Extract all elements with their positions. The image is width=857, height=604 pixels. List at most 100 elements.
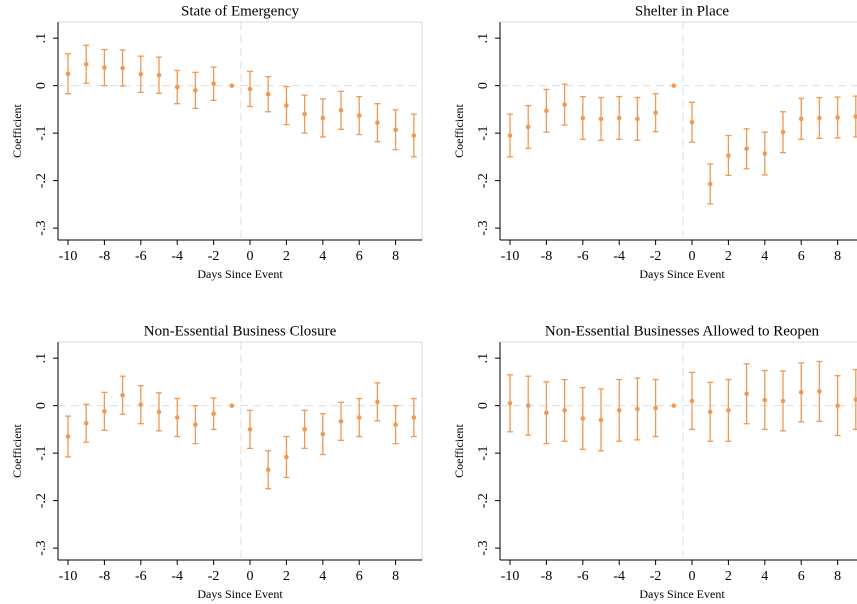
point [193, 88, 198, 93]
point [174, 84, 180, 90]
point [411, 133, 417, 138]
point [65, 434, 71, 439]
point [671, 83, 677, 88]
point [265, 91, 271, 97]
point [284, 454, 289, 460]
y-tick-label: .1 [476, 353, 491, 364]
y-axis-title: Coefficient [452, 423, 466, 477]
y-tick-label: -.1 [34, 126, 49, 141]
point [507, 133, 513, 138]
x-tick-label: 4 [761, 569, 768, 584]
y-tick-label: .1 [34, 353, 49, 364]
point [338, 108, 344, 113]
point [780, 398, 786, 404]
x-tick-label: -4 [171, 249, 183, 264]
point [580, 416, 586, 421]
point [229, 83, 235, 88]
point [744, 391, 749, 397]
x-tick-label: -2 [208, 569, 220, 584]
point [302, 111, 307, 117]
point [635, 406, 640, 412]
x-tick-label: 0 [247, 249, 254, 264]
point [726, 408, 731, 413]
x-tick-label: -6 [135, 569, 147, 584]
point [229, 403, 235, 408]
x-tick-label: -10 [59, 249, 78, 264]
point [247, 86, 253, 92]
point [507, 400, 513, 406]
point [562, 408, 567, 413]
point [580, 115, 586, 121]
panel: State of Emergency Days Since Event Coeffi… [10, 3, 423, 281]
point [83, 420, 89, 426]
point [247, 427, 253, 432]
x-tick-label: 6 [356, 569, 363, 584]
point [102, 409, 107, 414]
y-tick-label: -.2 [476, 173, 491, 188]
x-tick-label: -10 [59, 569, 78, 584]
point [320, 115, 326, 121]
point [835, 403, 840, 408]
point [393, 127, 398, 133]
y-tick-label: .1 [476, 33, 491, 44]
y-tick-label: -.3 [476, 541, 491, 556]
point [653, 110, 658, 116]
point [653, 405, 658, 411]
point [120, 65, 125, 71]
point [598, 116, 604, 122]
x-tick-label: 4 [319, 249, 326, 264]
point [356, 113, 362, 118]
x-tick-label: 8 [834, 249, 841, 264]
point [156, 409, 162, 415]
point [356, 415, 362, 420]
point [265, 467, 271, 473]
y-tick-label: -.1 [476, 126, 491, 141]
point [525, 403, 531, 408]
y-axis-title: Coefficient [10, 423, 24, 477]
panel: Non-Essential Businesses Allowed to Reop… [452, 323, 857, 601]
point [780, 129, 786, 135]
x-tick-label: -8 [541, 569, 553, 584]
y-tick-label: -.2 [34, 493, 49, 508]
x-tick-label: 8 [392, 249, 399, 264]
y-tick-label: -.2 [476, 493, 491, 508]
point [525, 124, 531, 130]
x-axis-title: Days Since Event [639, 267, 725, 281]
plot-area [499, 21, 857, 241]
y-tick-label: -.2 [34, 173, 49, 188]
plot-area [57, 341, 423, 561]
point [707, 181, 713, 187]
x-tick-label: 0 [689, 249, 696, 264]
point [853, 114, 857, 119]
point [156, 72, 162, 78]
x-tick-label: 0 [247, 569, 254, 584]
x-tick-label: 2 [283, 249, 290, 264]
y-tick-label: -.3 [34, 541, 49, 556]
y-tick-label: 0 [476, 82, 491, 89]
point [375, 120, 380, 125]
x-tick-label: -6 [135, 249, 147, 264]
point [411, 415, 417, 420]
point [817, 389, 822, 394]
point [284, 103, 289, 108]
y-tick-label: 0 [34, 402, 49, 409]
point [817, 115, 822, 121]
plot-area [499, 341, 857, 561]
point [320, 431, 326, 437]
point [544, 108, 549, 114]
x-tick-label: -2 [208, 249, 220, 264]
point [707, 409, 713, 415]
x-tick-label: -4 [613, 569, 625, 584]
y-axis-title: Coefficient [452, 103, 466, 157]
point [598, 417, 604, 423]
point [726, 153, 731, 158]
point [616, 115, 622, 121]
point [102, 65, 107, 70]
x-tick-label: -6 [577, 249, 589, 264]
point [120, 392, 125, 398]
panel: Non-Essential Business Closure Days Since… [10, 323, 423, 601]
point [338, 419, 344, 424]
point [671, 403, 677, 408]
y-tick-label: -.3 [476, 221, 491, 236]
panel-title: Non-Essential Businesses Allowed to Reop… [545, 323, 820, 339]
